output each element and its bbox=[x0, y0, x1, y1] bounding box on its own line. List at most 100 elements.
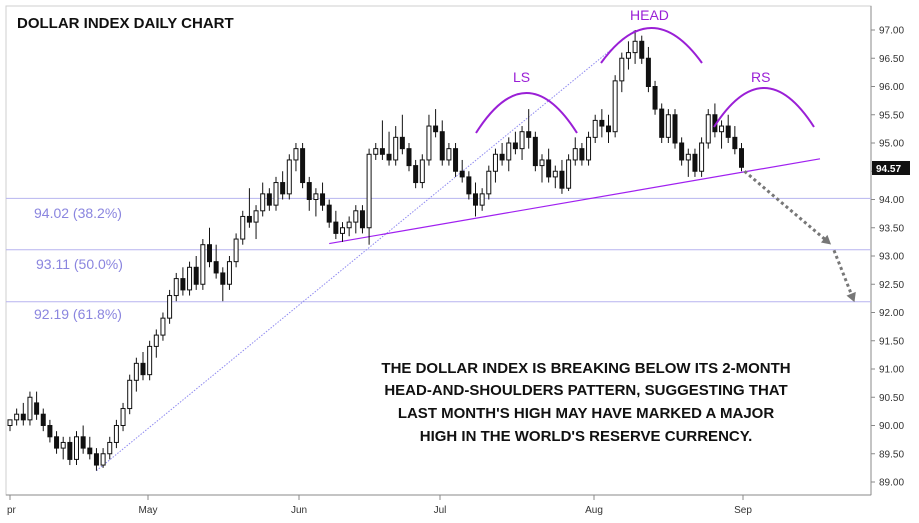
candle bbox=[80, 425, 86, 454]
candle bbox=[286, 154, 292, 200]
candle-body-down bbox=[473, 193, 478, 206]
candle-body-up bbox=[366, 153, 372, 229]
candle bbox=[672, 109, 678, 149]
y-tick-label: 90.50 bbox=[879, 393, 904, 404]
candle-body-down bbox=[34, 402, 40, 415]
candle-body-up bbox=[552, 170, 558, 178]
candle bbox=[140, 352, 146, 381]
candle bbox=[7, 419, 13, 432]
candle bbox=[386, 131, 392, 166]
candle bbox=[260, 182, 266, 217]
candle bbox=[705, 109, 711, 149]
candle bbox=[40, 408, 46, 432]
candle-body-down bbox=[453, 148, 459, 172]
candle-body-up bbox=[592, 119, 598, 138]
candle-body-down bbox=[87, 447, 93, 455]
y-axis-ticks: 89.00 89.50 90.00 90.50 91.00 91.50 92.00 92.50… bbox=[871, 26, 904, 489]
candle-body-down bbox=[732, 136, 738, 150]
candle-body-down bbox=[280, 182, 286, 195]
candle bbox=[652, 80, 658, 115]
candle-body-down bbox=[679, 142, 685, 161]
candle bbox=[625, 41, 631, 70]
y-tick-label: 96.50 bbox=[879, 54, 904, 65]
candle-body-up bbox=[100, 453, 106, 466]
candle bbox=[93, 448, 99, 471]
candle-body-up bbox=[705, 114, 711, 144]
candle-body-up bbox=[260, 193, 266, 212]
candle-body-up bbox=[127, 379, 133, 410]
candle-body-up bbox=[619, 57, 625, 82]
candle bbox=[539, 154, 545, 183]
candle bbox=[313, 188, 319, 217]
candle-body-down bbox=[599, 119, 605, 127]
candle bbox=[359, 205, 365, 234]
candle-body-down bbox=[220, 272, 226, 285]
x-tick-label: Jun bbox=[291, 505, 307, 516]
candle-body-up bbox=[373, 148, 379, 155]
candle-body-down bbox=[652, 86, 658, 110]
projection-arrow-1 bbox=[743, 170, 829, 244]
candle bbox=[373, 143, 379, 160]
candle-body-up bbox=[60, 441, 66, 449]
candle bbox=[433, 109, 439, 138]
candle-body-up bbox=[120, 408, 126, 426]
y-tick-label: 96.00 bbox=[879, 82, 904, 93]
candle bbox=[226, 256, 232, 290]
candle bbox=[326, 199, 332, 228]
candle bbox=[473, 182, 478, 217]
candle bbox=[692, 148, 698, 177]
y-tick-label: 95.50 bbox=[879, 110, 904, 121]
x-tick-label: Aug bbox=[585, 505, 603, 516]
note-line-3: LAST MONTH'S HIGH MAY HAVE MARKED A MAJO… bbox=[398, 405, 775, 422]
candle-body-down bbox=[559, 170, 565, 189]
candle-body-down bbox=[672, 114, 678, 144]
candle bbox=[725, 114, 731, 143]
last-price-label: 94.57 bbox=[876, 164, 901, 175]
candle-body-down bbox=[80, 436, 86, 449]
candle-body-up bbox=[187, 266, 193, 291]
candle-body-down bbox=[466, 176, 472, 195]
candle-body-up bbox=[173, 278, 179, 297]
candle bbox=[592, 114, 598, 143]
candle bbox=[133, 357, 139, 392]
last-price-tag bbox=[872, 161, 910, 175]
x-axis-ticks: pr May Jun Jul Aug Sep bbox=[7, 495, 752, 516]
x-tick-label: pr bbox=[7, 505, 17, 516]
x-tick-label: Jul bbox=[434, 505, 447, 516]
candle-body-up bbox=[160, 317, 166, 336]
pattern-arcs bbox=[475, 27, 815, 134]
candle bbox=[685, 148, 691, 177]
candle bbox=[173, 272, 179, 302]
candle-body-down bbox=[246, 215, 252, 223]
candle bbox=[346, 216, 352, 237]
candle-body-down bbox=[579, 148, 585, 161]
candle-body-down bbox=[606, 125, 611, 133]
candle-body-down bbox=[739, 148, 744, 168]
candle-body-up bbox=[273, 182, 279, 206]
candle-body-up bbox=[340, 227, 345, 234]
note-line-2: HEAD-AND-SHOULDERS PATTERN, SUGGESTING T… bbox=[384, 382, 787, 399]
candle bbox=[499, 143, 505, 166]
candle bbox=[439, 120, 445, 166]
candle-body-down bbox=[40, 413, 46, 427]
neckline bbox=[329, 158, 821, 245]
candle bbox=[586, 131, 592, 166]
candle bbox=[426, 114, 432, 166]
candle-body-down bbox=[180, 278, 186, 291]
candle-body-up bbox=[27, 396, 33, 421]
candle bbox=[552, 165, 558, 189]
candle-body-down bbox=[439, 131, 445, 161]
candle bbox=[120, 402, 126, 432]
candle bbox=[266, 188, 272, 211]
retracement-line bbox=[96, 29, 636, 472]
candle-body-down bbox=[399, 136, 405, 150]
note-line-1: THE DOLLAR INDEX IS BREAKING BELOW ITS 2… bbox=[381, 360, 790, 377]
candle-body-up bbox=[479, 193, 485, 206]
fib-label-38: 94.02 (38.2%) bbox=[34, 205, 122, 221]
candle bbox=[665, 109, 671, 143]
candle-body-up bbox=[719, 125, 725, 133]
candle bbox=[60, 436, 66, 460]
candle bbox=[333, 210, 339, 240]
candle-body-down bbox=[54, 436, 60, 449]
